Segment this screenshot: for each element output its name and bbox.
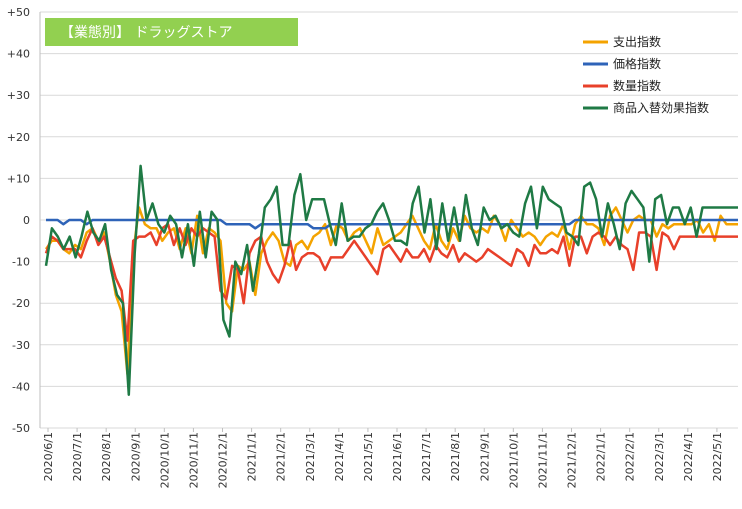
series-line	[44, 164, 738, 396]
legend-label: 商品入替効果指数	[613, 100, 709, 115]
x-tick-label: 2020/12/1	[217, 432, 230, 488]
x-tick-label: 2021/11/1	[536, 432, 549, 488]
y-tick-label: -40	[12, 380, 30, 393]
y-tick-label: +30	[7, 89, 30, 102]
y-axis-ticks: +50 +40 +30 +20 +10 0 -10 -20 -30 -40 -50	[7, 6, 30, 435]
x-tick-label: 2021/7/1	[420, 432, 433, 481]
x-tick-label: 2021/8/1	[449, 432, 462, 481]
x-tick-label: 2020/8/1	[100, 432, 113, 481]
x-tick-label: 2020/11/1	[187, 432, 200, 488]
x-tick-label: 2021/1/1	[246, 432, 259, 481]
series-line	[44, 222, 738, 342]
chart-title-box: 【業態別】 ドラッグストア	[45, 18, 298, 46]
y-tick-label: 0	[23, 214, 30, 227]
title-background	[45, 18, 298, 46]
x-tick-label: 2022/2/1	[624, 432, 637, 481]
y-tick-label: -50	[12, 422, 30, 435]
y-tick-label: -30	[12, 339, 30, 352]
legend-label: 数量指数	[613, 78, 661, 93]
y-tick-label: +10	[7, 172, 30, 185]
x-tick-label: 2021/10/1	[507, 432, 520, 488]
y-tick-label: +20	[7, 131, 30, 144]
x-tick-label: 2020/9/1	[129, 432, 142, 481]
y-tick-label: -20	[12, 297, 30, 310]
x-tick-label: 2021/9/1	[478, 432, 491, 481]
y-tick-label: -10	[12, 256, 30, 269]
x-tick-label: 2022/3/1	[653, 432, 666, 481]
series-lines	[44, 164, 738, 396]
x-tick-label: 2022/1/1	[595, 432, 608, 481]
x-tick-label: 2022/5/1	[711, 432, 724, 481]
x-axis-ticks: 2020/6/1 2020/7/1 2020/8/1 2020/9/1 2020/10/…	[42, 428, 724, 488]
x-tick-label: 2021/4/1	[333, 432, 346, 481]
y-tick-label: +40	[7, 48, 30, 61]
chart-title: 【業態別】 ドラッグストア	[60, 25, 232, 41]
x-tick-label: 2020/7/1	[71, 432, 84, 481]
y-tick-label: +50	[7, 6, 30, 19]
x-tick-label: 2020/10/1	[158, 432, 171, 488]
x-tick-label: 2021/2/1	[275, 432, 288, 481]
legend-label: 価格指数	[613, 56, 661, 71]
x-tick-label: 2021/3/1	[304, 432, 317, 481]
x-tick-label: 2021/6/1	[391, 432, 404, 481]
legend-label: 支出指数	[613, 34, 661, 49]
x-tick-label: 2020/6/1	[42, 432, 55, 481]
x-tick-label: 2021/12/1	[566, 432, 579, 488]
x-tick-label: 2022/4/1	[682, 432, 695, 481]
x-tick-label: 2021/5/1	[362, 432, 375, 481]
